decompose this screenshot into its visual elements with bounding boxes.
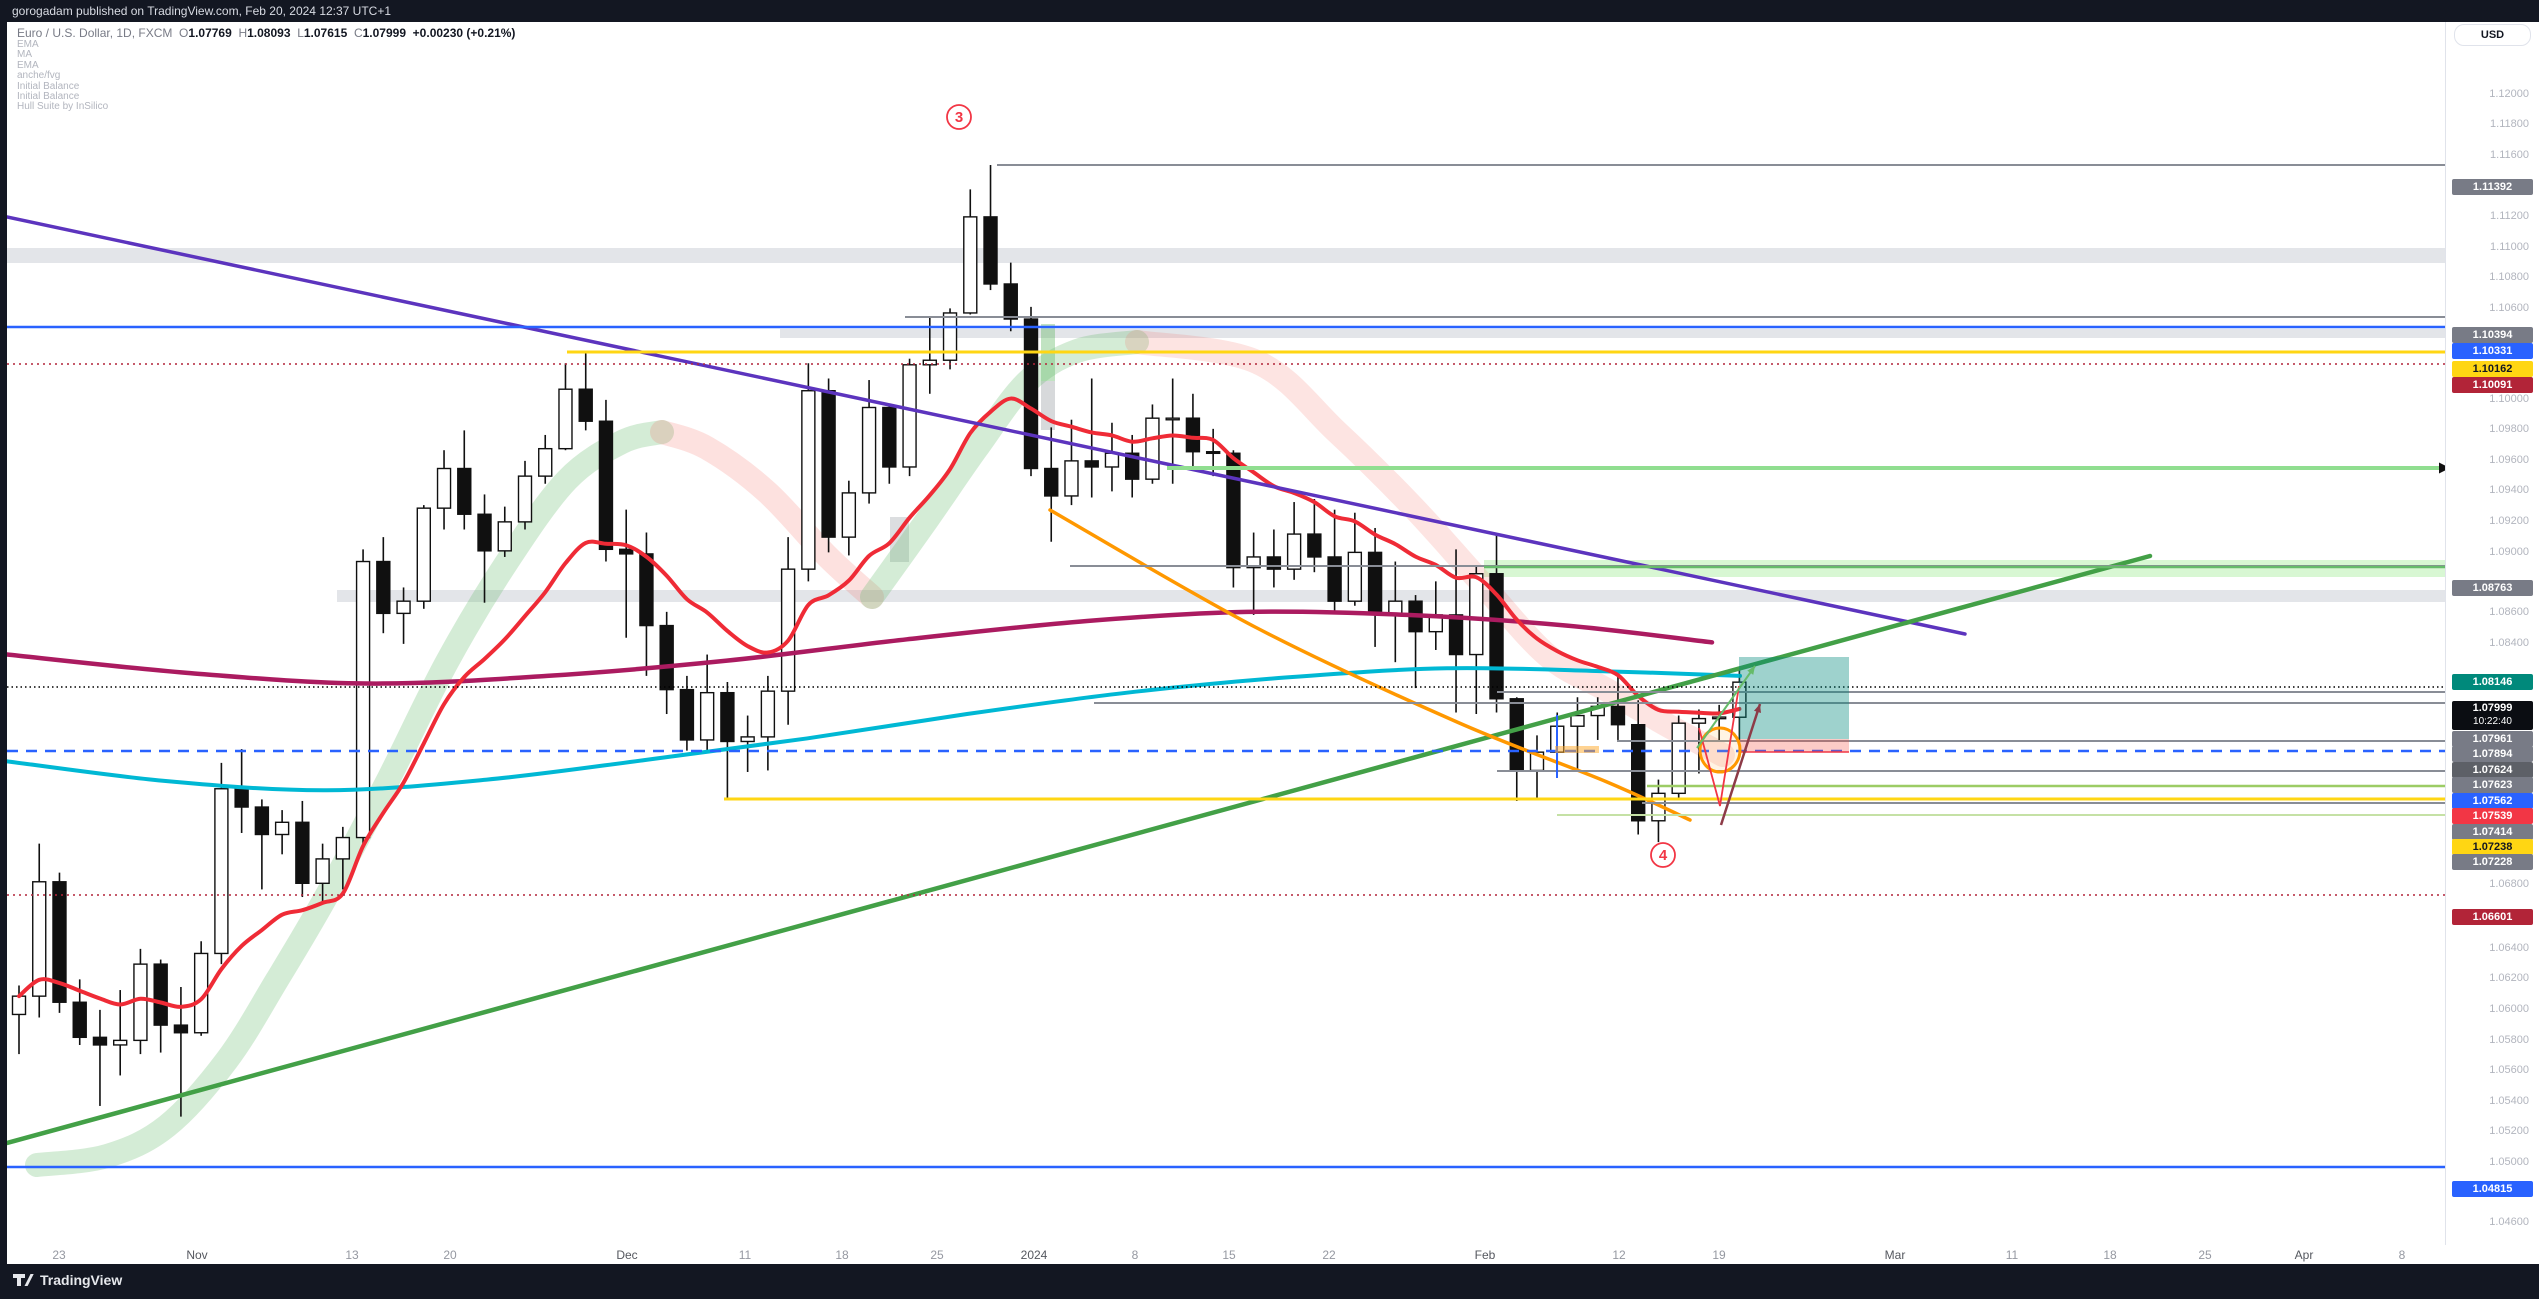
tradingview-logo[interactable]: TradingView: [12, 1272, 122, 1288]
close-label: C: [353, 26, 363, 40]
price-badge-1.07228: 1.07228: [2452, 854, 2533, 870]
time-tick: 15: [1222, 1248, 1236, 1262]
change-value: +0.00230 (+0.21%): [412, 26, 516, 40]
price-tick: 1.11800: [2490, 118, 2529, 130]
legend-indicator[interactable]: MA: [17, 49, 32, 61]
time-tick: 11: [2005, 1248, 2019, 1262]
indicator-list: EMA MA EMA anche/fvg Initial Balance Initial …: [17, 39, 515, 113]
price-badge-1.10394: 1.10394: [2452, 327, 2533, 343]
price-badge-1.04815: 1.04815: [2452, 1181, 2533, 1197]
price-tick: 1.08400: [2489, 637, 2529, 649]
open-value: 1.07769: [188, 26, 232, 40]
price-badge-1.11392: 1.11392: [2452, 179, 2533, 195]
time-tick: 25: [2198, 1248, 2212, 1262]
close-value: 1.07999: [362, 26, 406, 40]
time-tick: Feb: [1474, 1248, 1496, 1262]
price-tick: 1.11600: [2490, 149, 2529, 161]
price-tick: 1.08600: [2489, 606, 2529, 618]
candlestick-chart[interactable]: 34: [7, 22, 2445, 1245]
price-tick: 1.12000: [2489, 88, 2529, 100]
time-tick: 19: [1712, 1248, 1726, 1262]
time-tick: 2024: [1020, 1248, 1048, 1262]
time-tick: Dec: [616, 1248, 638, 1262]
price-axis[interactable]: USD 1.12000 1.11800 1.11600 1.11200 1.11000 1…: [2445, 22, 2539, 1245]
price-badge-1.07624: 1.07624: [2452, 762, 2533, 778]
footer-bar: TradingView: [0, 1264, 2539, 1299]
low-label: L: [297, 26, 304, 40]
time-axis[interactable]: 23 Nov 13 20 Dec 11 18 25 2024 8 15 22 Feb 12 19 Mar 11 1…: [7, 1245, 2539, 1264]
price-badge-1.07894: 1.07894: [2452, 746, 2533, 762]
time-tick: 13: [345, 1248, 359, 1262]
price-tick: 1.09000: [2489, 546, 2529, 558]
price-tick: 1.05000: [2489, 1156, 2529, 1168]
currency-toggle-button[interactable]: USD: [2454, 24, 2531, 46]
price-tick: 1.09200: [2489, 515, 2529, 527]
time-tick: 11: [738, 1248, 752, 1262]
time-tick: 20: [443, 1248, 457, 1262]
price-badge-1.07238: 1.07238: [2452, 839, 2533, 855]
legend-indicator[interactable]: EMA: [17, 39, 39, 50]
price-badge-1.07999: 1.07999 10:22:40: [2452, 701, 2533, 730]
symbol-description: Euro / U.S. Dollar, 1D, FXCM: [17, 26, 173, 40]
tradingview-logo-text: TradingView: [40, 1272, 123, 1288]
price-badge-1.07961: 1.07961: [2452, 731, 2533, 747]
price-tick: 1.05800: [2489, 1034, 2529, 1046]
price-badge-1.10162: 1.10162: [2452, 361, 2533, 377]
price-badge-1.08146: 1.08146: [2452, 674, 2533, 690]
time-tick: 8: [2398, 1248, 2406, 1262]
price-tick: 1.06800: [2489, 878, 2529, 890]
legend-indicator[interactable]: Hull Suite by InSilico: [17, 101, 109, 113]
time-tick: 18: [2103, 1248, 2117, 1262]
low-value: 1.07615: [303, 26, 348, 40]
price-tick: 1.06200: [2489, 972, 2529, 984]
high-value: 1.08093: [247, 26, 291, 40]
tradingview-logo-icon: [13, 1274, 34, 1286]
chart-legend: Euro / U.S. Dollar, 1D, FXCM O1.07769 H1…: [17, 26, 515, 113]
price-tick: 1.04600: [2489, 1216, 2529, 1228]
price-tick: 1.09800: [2489, 423, 2529, 435]
price-badge-1.10091: 1.10091: [2452, 377, 2533, 393]
price-tick: 1.05200: [2489, 1125, 2529, 1137]
time-tick: 25: [930, 1248, 944, 1262]
price-badge-1.07539: 1.07539: [2452, 808, 2533, 824]
price-badge-1.07414: 1.07414: [2452, 824, 2533, 840]
price-tick: 1.09600: [2489, 454, 2529, 466]
svg-text:4: 4: [1659, 847, 1668, 864]
price-tick: 1.10000: [2489, 393, 2529, 405]
price-tick: 1.11200: [2490, 210, 2529, 222]
publish-title-bar: gorogadam published on TradingView.com, …: [0, 0, 2539, 22]
price-tick: 1.06000: [2489, 1003, 2529, 1015]
time-tick: 22: [1322, 1248, 1336, 1262]
time-tick: Apr: [2294, 1248, 2314, 1262]
price-badge-1.07562: 1.07562: [2452, 793, 2533, 809]
time-tick: 12: [1612, 1248, 1626, 1262]
price-tick: 1.10600: [2489, 302, 2529, 314]
price-tick: 1.06400: [2489, 942, 2529, 954]
price-badge-1.10331: 1.10331: [2452, 343, 2533, 359]
price-tick: 1.10800: [2489, 271, 2529, 283]
legend-indicator[interactable]: Initial Balance: [17, 91, 80, 103]
time-tick: Mar: [1884, 1248, 1906, 1262]
price-badge-1.06601: 1.06601: [2452, 909, 2533, 925]
legend-indicator[interactable]: anche/fvg: [17, 70, 61, 82]
price-tick: 1.05600: [2489, 1064, 2529, 1076]
time-tick: 18: [835, 1248, 849, 1262]
symbol-ohlc-row[interactable]: Euro / U.S. Dollar, 1D, FXCM O1.07769 H1…: [17, 26, 515, 40]
svg-text:3: 3: [955, 109, 963, 126]
time-tick: 8: [1131, 1248, 1139, 1262]
legend-indicator[interactable]: Initial Balance: [17, 80, 80, 92]
price-badge-1.08763: 1.08763: [2452, 580, 2533, 596]
time-tick: 23: [52, 1248, 66, 1262]
price-tick: 1.11000: [2490, 241, 2529, 253]
price-badge-1.07623: 1.07623: [2452, 777, 2533, 793]
price-tick: 1.05400: [2489, 1095, 2529, 1107]
publish-title-text: gorogadam published on TradingView.com, …: [12, 4, 392, 18]
open-label: O: [179, 26, 189, 40]
high-label: H: [238, 26, 248, 40]
price-tick: 1.09400: [2489, 484, 2529, 496]
legend-indicator[interactable]: EMA: [17, 59, 39, 71]
time-tick: Nov: [186, 1248, 208, 1262]
